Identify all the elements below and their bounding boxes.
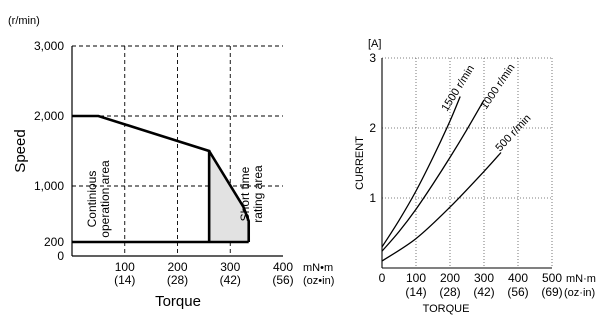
short-time-area-label: Short time bbox=[238, 166, 252, 221]
x-tick-sublabel: (56) bbox=[507, 285, 528, 299]
current-curve-500 bbox=[381, 152, 502, 262]
x-tick-label: 0 bbox=[379, 271, 386, 285]
short-time-area-label: rating area bbox=[251, 165, 265, 223]
x-tick-label: 300 bbox=[220, 260, 240, 274]
y-tick-label: 1 bbox=[369, 191, 376, 205]
continuous-boundary bbox=[72, 114, 211, 242]
x-tick-sublabel: (14) bbox=[405, 285, 426, 299]
current-curve-1000 bbox=[381, 99, 485, 252]
x-tick-sublabel: (28) bbox=[439, 285, 460, 299]
series-label: 1500 r/min bbox=[439, 63, 477, 113]
series-label: 500 r/min bbox=[493, 112, 533, 154]
x-tick-sublabel: (56) bbox=[272, 273, 293, 287]
x-unit: mN•m bbox=[303, 262, 333, 274]
x-tick-sublabel: (14) bbox=[114, 273, 135, 287]
x-tick-label: 400 bbox=[508, 271, 528, 285]
y-axis-title: Speed bbox=[12, 129, 29, 172]
x-tick-sublabel: (69) bbox=[541, 285, 562, 299]
x-tick-label: 300 bbox=[474, 271, 494, 285]
y-tick-label: 0 bbox=[57, 249, 64, 263]
y-tick-label: 200 bbox=[44, 235, 64, 249]
x-axis-title: TORQUE bbox=[423, 303, 470, 315]
speed-torque-chart: 02001,0002,0003,000100(14)200(28)300(42)… bbox=[8, 15, 334, 310]
x-tick-sublabel: (42) bbox=[473, 285, 494, 299]
series-label: 1000 r/min bbox=[479, 62, 518, 112]
x-tick-sublabel: (28) bbox=[167, 273, 188, 287]
continuous-area-label: operation area bbox=[98, 160, 112, 238]
current-curve-1500 bbox=[381, 96, 461, 248]
y-tick-label: 1,000 bbox=[34, 179, 64, 193]
short-time-boundary bbox=[208, 150, 251, 242]
x-tick-label: 100 bbox=[115, 260, 135, 274]
x-unit: mN·m bbox=[566, 273, 596, 285]
y-axis-title: CURRENT bbox=[354, 136, 366, 190]
x-tick-label: 200 bbox=[440, 271, 460, 285]
x-unit-alt: (oz•in) bbox=[303, 275, 334, 287]
y-unit: (r/min) bbox=[8, 15, 40, 27]
y-tick-label: 3,000 bbox=[34, 39, 64, 53]
continuous-area-label: Continious bbox=[85, 171, 99, 228]
x-tick-label: 100 bbox=[406, 271, 426, 285]
x-tick-label: 200 bbox=[167, 260, 187, 274]
x-axis-title: Torque bbox=[155, 293, 201, 310]
x-tick-sublabel: (42) bbox=[220, 273, 241, 287]
x-tick-label: 500 bbox=[542, 271, 562, 285]
y-tick-label: 2 bbox=[369, 121, 376, 135]
x-unit-alt: (oz·in) bbox=[564, 287, 595, 299]
y-tick-label: 2,000 bbox=[34, 109, 64, 123]
short-time-area-fill bbox=[209, 151, 249, 242]
y-tick-label: 3 bbox=[369, 51, 376, 65]
y-unit: [A] bbox=[368, 38, 381, 50]
x-tick-label: 400 bbox=[273, 260, 293, 274]
